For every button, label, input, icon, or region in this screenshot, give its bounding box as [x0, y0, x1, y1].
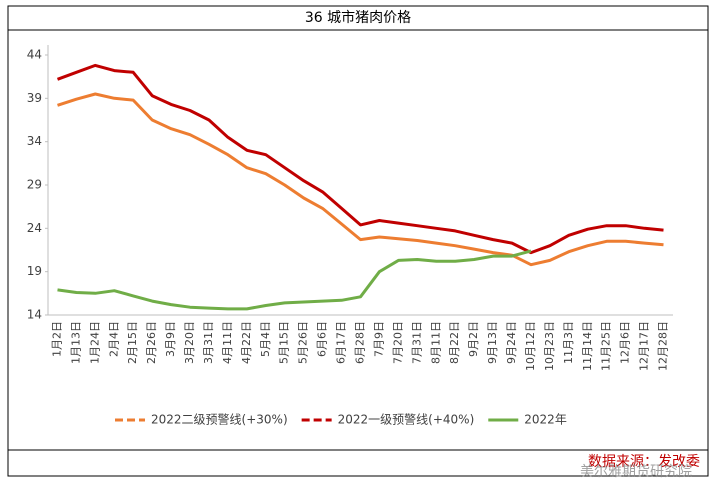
- x-tick-label: 12月6日: [619, 321, 632, 364]
- x-tick-label: 1月24日: [88, 321, 101, 364]
- x-tick-label: 10月23日: [543, 321, 556, 371]
- x-tick-label: 9月13日: [486, 321, 499, 364]
- x-tick-label: 5月26日: [297, 321, 310, 364]
- series-line: [56, 63, 664, 255]
- x-tick-label: 11月3日: [562, 321, 575, 364]
- x-tick-label: 10月12日: [524, 321, 537, 371]
- x-tick-label: 5月15日: [278, 321, 291, 364]
- x-tick-label: 2月26日: [145, 321, 158, 364]
- x-tick-label: 1月2日: [50, 321, 63, 357]
- chart-title: 36 城市猪肉价格: [305, 9, 411, 26]
- y-tick-label: 29: [27, 178, 42, 192]
- y-tick-label: 39: [27, 91, 42, 105]
- watermark: 美尔雅期货研究院: [580, 463, 692, 480]
- y-tick-label: 24: [27, 221, 42, 235]
- y-tick-label: 14: [27, 308, 42, 322]
- y-tick-label: 44: [27, 48, 42, 62]
- x-tick-label: 1月13日: [69, 321, 82, 364]
- x-tick-label: 4月11日: [221, 321, 234, 364]
- outer-frame: [7, 5, 709, 477]
- x-tick-label: 2月15日: [126, 321, 139, 364]
- x-tick-label: 9月2日: [467, 321, 480, 357]
- x-tick-label: 2月4日: [107, 321, 120, 357]
- x-tick-label: 4月22日: [240, 321, 253, 364]
- x-tick-label: 7月31日: [410, 321, 423, 364]
- x-tick-label: 6月6日: [316, 321, 329, 357]
- x-tick-label: 3月20日: [183, 321, 196, 364]
- y-tick-label: 34: [27, 134, 42, 148]
- series-line: [57, 92, 664, 267]
- source: 数据来源：发改委: [588, 454, 700, 470]
- x-tick-label: 8月22日: [448, 321, 461, 364]
- x-tick-label: 11月25日: [600, 321, 613, 371]
- x-tick-label: 3月9日: [164, 321, 177, 357]
- legend-label: 2022二级预警线(+30%): [151, 412, 288, 427]
- legend-label: 2022年: [524, 413, 567, 427]
- x-tick-label: 3月31日: [202, 321, 215, 364]
- x-tick-label: 7月20日: [391, 321, 404, 364]
- x-tick-label: 6月28日: [354, 321, 367, 364]
- x-tick-label: 5月4日: [259, 321, 272, 357]
- legend-label: 2022一级预警线(+40%): [338, 412, 475, 427]
- series-line: [57, 249, 532, 311]
- x-tick-label: 9月24日: [505, 321, 518, 364]
- y-tick-label: 19: [27, 264, 42, 278]
- x-tick-label: 8月11日: [429, 321, 442, 364]
- x-tick-label: 12月28日: [657, 321, 670, 371]
- x-tick-label: 12月17日: [638, 321, 651, 371]
- x-tick-label: 11月14日: [581, 321, 594, 371]
- x-tick-label: 7月9日: [372, 321, 385, 357]
- x-tick-label: 6月17日: [335, 321, 348, 364]
